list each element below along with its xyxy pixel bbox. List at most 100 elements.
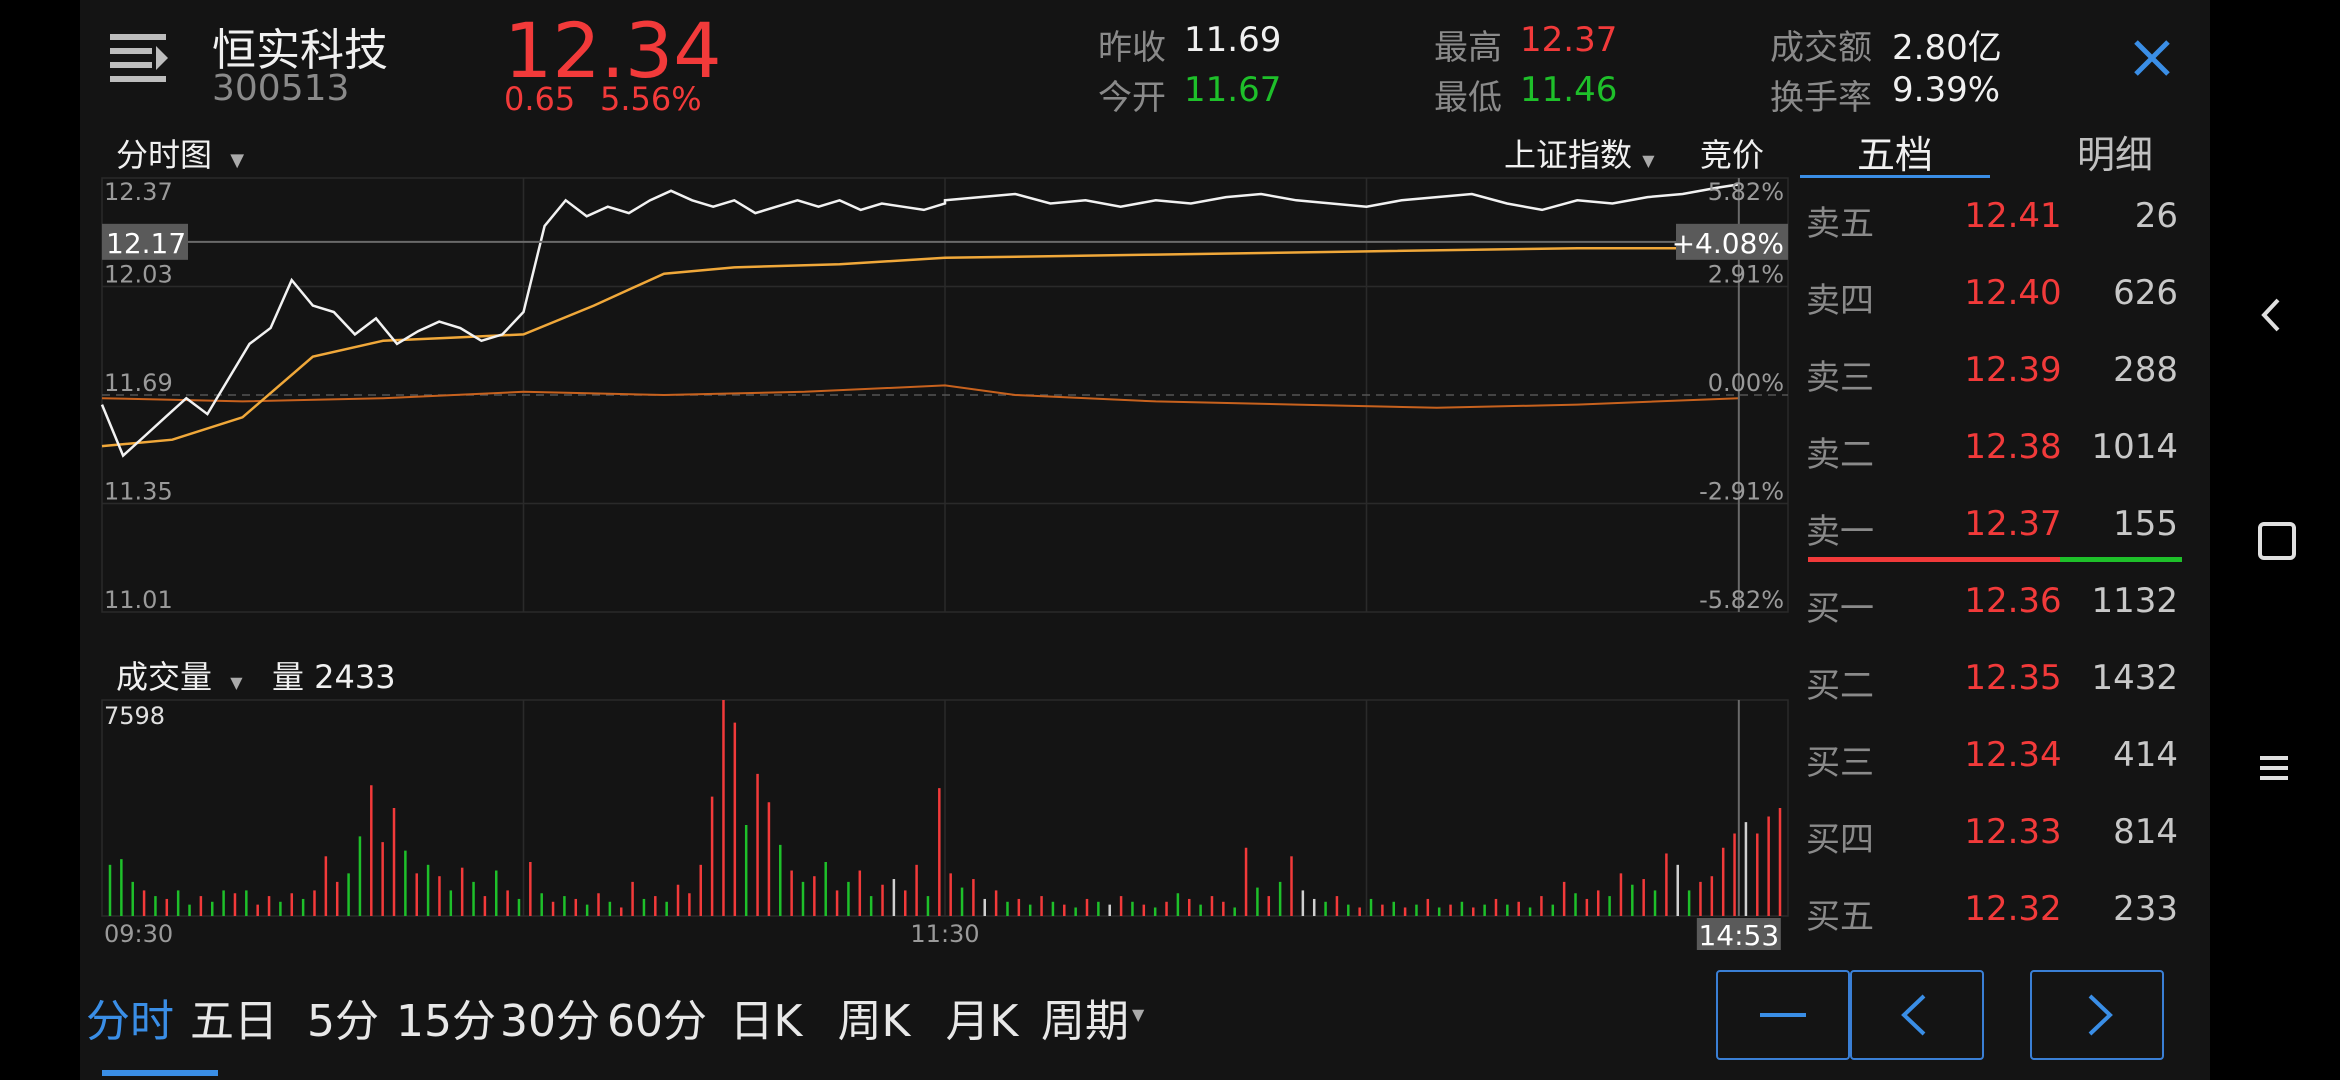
ask-row[interactable]: 卖一 12.37 155 — [1806, 496, 2178, 556]
order-level-label: 买二 — [1806, 666, 1874, 706]
chevron-down-icon: ▼ — [230, 150, 245, 171]
cursor-pct: +4.08% — [1672, 227, 1784, 260]
turnover-rate-value: 9.39% — [1892, 70, 2001, 110]
bid-row[interactable]: 买二 12.35 1432 — [1806, 650, 2178, 710]
y-tick-right: -5.82% — [1699, 586, 1784, 614]
tab-details[interactable]: 明细 — [2076, 133, 2153, 177]
y-tick-left: 11.69 — [104, 369, 173, 397]
volume-value: 量 2433 — [272, 658, 396, 696]
order-level-label: 卖五 — [1806, 204, 1874, 244]
tab-five-level-label: 五档 — [1856, 133, 1933, 177]
period-tab[interactable]: 日K — [729, 996, 803, 1047]
stock-app: 恒实科技 300513 12.34 0.65 5.56% 昨收 11.69 今开… — [80, 0, 2210, 1080]
ask-row[interactable]: 卖三 12.39 288 — [1806, 342, 2178, 402]
bid-row[interactable]: 买四 12.33 814 — [1806, 804, 2178, 864]
period-tab[interactable]: 分时 — [86, 996, 174, 1047]
chevron-down-icon: ▼ — [1642, 151, 1655, 170]
ask-row[interactable]: 卖四 12.40 626 — [1806, 265, 2178, 325]
bid-row[interactable]: 买一 12.36 1132 — [1806, 573, 2178, 633]
next-button[interactable] — [2030, 970, 2164, 1060]
period-tab[interactable]: 5分 — [307, 996, 379, 1047]
prev-button[interactable] — [1850, 970, 1984, 1060]
auction-toggle[interactable]: 竞价 — [1700, 136, 1765, 174]
turnover-value: 2.80亿 — [1892, 28, 2002, 68]
price-line — [100, 183, 1739, 458]
volume-dropdown[interactable]: 成交量 ▼ — [116, 652, 243, 698]
order-level-label: 买五 — [1806, 897, 1874, 937]
turnover-rate-label: 换手率 — [1770, 78, 1872, 118]
low-label: 最低 — [1434, 78, 1502, 118]
high-label: 最高 — [1434, 28, 1502, 68]
cursor-pct-box — [1676, 223, 1788, 260]
order-level-label: 买三 — [1806, 743, 1874, 783]
order-price: 12.37 — [1964, 504, 2062, 544]
tab-active-indicator — [1800, 175, 1990, 178]
price-change: 0.65 — [504, 80, 576, 118]
order-volume: 626 — [2113, 273, 2178, 313]
stock-name: 恒实科技 — [212, 25, 388, 76]
tab-five-level[interactable]: 五档 — [1800, 124, 1990, 178]
order-price: 12.32 — [1964, 889, 2062, 929]
bid-row[interactable]: 买三 12.34 414 — [1806, 727, 2178, 787]
order-volume: 414 — [2113, 735, 2178, 775]
close-icon[interactable] — [2130, 36, 2174, 80]
cursor-time: 14:53 — [1698, 919, 1779, 950]
x-tick: 11:30 — [910, 920, 979, 948]
cursor-price: 12.17 — [106, 227, 186, 260]
order-volume: 814 — [2113, 812, 2178, 852]
y-tick-right: 5.82% — [1708, 178, 1784, 206]
system-navbar — [2210, 0, 2340, 1080]
high-value: 12.37 — [1520, 20, 1618, 60]
price-change-pct: 5.56% — [600, 80, 702, 118]
price-chart[interactable]: 12.37 12.03 11.69 11.35 11.01 5.82% 2.91% 0.00%… — [80, 170, 1800, 640]
open-label: 今开 — [1098, 78, 1166, 118]
volume-max-label: 7598 — [104, 702, 165, 730]
cursor-price-box — [102, 223, 188, 260]
y-tick-left: 11.35 — [104, 478, 173, 506]
order-level-label: 卖一 — [1806, 512, 1874, 552]
order-price: 12.33 — [1964, 812, 2062, 852]
order-price: 12.35 — [1964, 658, 2062, 698]
x-tick: 09:30 — [104, 920, 173, 948]
bid-row[interactable]: 买五 12.32 233 — [1806, 881, 2178, 941]
chart-type-dropdown[interactable]: 分时图 ▼ — [116, 130, 244, 176]
ask-row[interactable]: 卖二 12.38 1014 — [1806, 419, 2178, 479]
menu-icon[interactable] — [108, 30, 172, 86]
collapse-button[interactable] — [1716, 970, 1850, 1060]
volume-label: 成交量 — [116, 658, 213, 696]
volume-chart[interactable]: 7598 09:30 11:30 14:53 — [80, 690, 1800, 950]
ask-row[interactable]: 卖五 12.41 26 — [1806, 188, 2178, 248]
chevron-left-icon — [1901, 994, 1926, 1036]
avg-line — [101, 246, 1739, 448]
order-level-label: 卖二 — [1806, 435, 1874, 475]
period-tab[interactable]: 五日 — [190, 996, 278, 1047]
period-tab[interactable]: 周K — [837, 996, 911, 1047]
period-tab[interactable]: 月K — [945, 996, 1019, 1047]
open-value: 11.67 — [1184, 70, 1282, 110]
home-icon[interactable] — [2258, 522, 2296, 560]
order-volume: 288 — [2113, 350, 2178, 390]
current-price: 12.34 — [504, 6, 722, 95]
order-price: 12.40 — [1964, 273, 2062, 313]
recents-icon[interactable] — [2254, 748, 2294, 792]
index-line — [101, 384, 1739, 409]
turnover-label: 成交额 — [1770, 28, 1872, 68]
index-selector-label: 上证指数 — [1504, 136, 1633, 174]
period-tab[interactable]: 15分 — [396, 996, 496, 1047]
period-tab[interactable]: 30分 — [500, 996, 600, 1047]
stock-code: 300513 — [212, 68, 350, 109]
period-tab[interactable]: 周期 — [1041, 996, 1129, 1047]
order-price: 12.36 — [1964, 581, 2062, 621]
active-tab-underline — [102, 1070, 218, 1076]
back-icon[interactable] — [2250, 290, 2290, 344]
chevron-right-icon — [2088, 994, 2113, 1036]
index-selector[interactable]: 上证指数 ▼ — [1504, 130, 1655, 176]
order-volume: 26 — [2134, 196, 2178, 236]
prev-close-value: 11.69 — [1184, 20, 1282, 60]
period-tab[interactable]: 60分 — [607, 996, 707, 1047]
order-level-label: 买一 — [1806, 589, 1874, 629]
order-price: 12.38 — [1964, 427, 2062, 467]
cursor-time-box — [1696, 918, 1781, 950]
order-price: 12.39 — [1964, 350, 2062, 390]
order-volume: 1432 — [2091, 658, 2178, 698]
